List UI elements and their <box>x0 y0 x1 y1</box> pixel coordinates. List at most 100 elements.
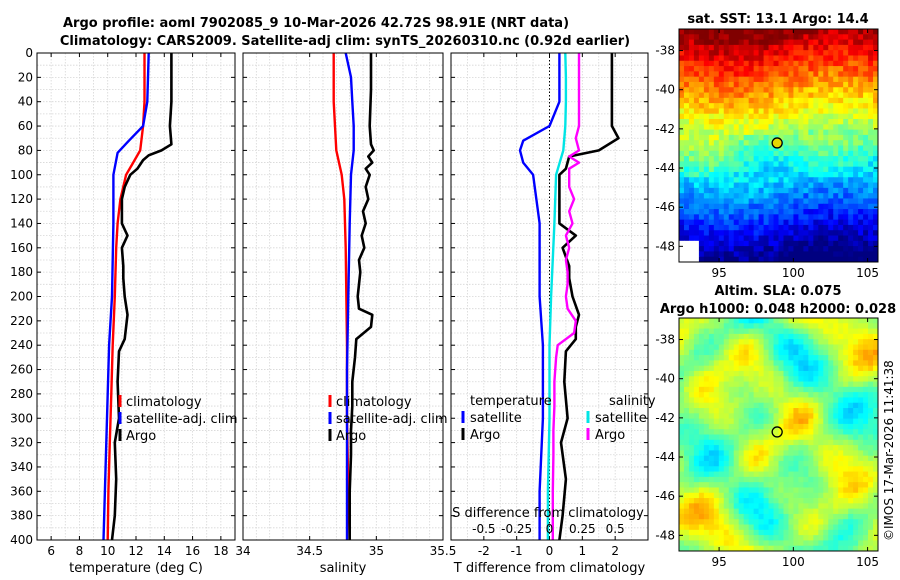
map-cell <box>723 540 730 547</box>
map-cell <box>768 119 774 125</box>
map-cell <box>813 246 819 252</box>
map-cell <box>803 429 809 435</box>
map-cell <box>868 87 874 93</box>
map-cell <box>768 429 774 435</box>
map-cell <box>853 508 859 515</box>
map-cell <box>688 177 695 183</box>
map-cell <box>743 108 750 115</box>
map-cell <box>803 344 809 351</box>
map-cell <box>713 92 720 99</box>
map-cell <box>818 471 824 478</box>
map-cell <box>698 187 705 194</box>
map-cell <box>838 166 844 173</box>
map-cell <box>758 246 764 252</box>
map-cell <box>833 129 839 136</box>
map-cell <box>743 34 750 40</box>
map-cell <box>828 323 834 329</box>
map-cell <box>823 124 829 131</box>
map-cell <box>788 492 794 499</box>
map-cell <box>708 29 715 35</box>
map-cell <box>778 524 784 531</box>
map-cell <box>703 166 710 173</box>
map-cell <box>783 50 789 56</box>
map-cell <box>768 156 774 162</box>
map-cell <box>868 323 874 329</box>
map-cell <box>828 87 834 93</box>
map-cell <box>793 235 799 242</box>
map-cell <box>693 450 700 457</box>
map-cell <box>758 193 764 199</box>
map-cell <box>838 177 844 183</box>
map-cell <box>843 439 849 446</box>
map-cell <box>733 349 740 356</box>
map-cell <box>843 445 849 451</box>
map-cell <box>679 524 685 531</box>
map-cell <box>798 108 804 115</box>
map-cell <box>863 397 869 404</box>
map-cell <box>858 81 864 88</box>
map-cell <box>758 156 764 162</box>
map-cell <box>768 492 774 499</box>
map-cell <box>733 214 740 221</box>
map-cell <box>693 134 700 141</box>
map-cell <box>763 355 769 361</box>
map-cell <box>853 355 859 361</box>
map-cell <box>688 145 695 152</box>
map-cell <box>688 256 695 263</box>
map-cell <box>713 466 720 472</box>
map-cell <box>863 119 869 125</box>
map-cell <box>868 76 874 83</box>
map-cell <box>708 397 715 404</box>
map-cell <box>793 55 799 62</box>
map-cell <box>823 450 829 457</box>
x-tick-label: 34.5 <box>296 544 323 558</box>
map-cell <box>679 413 685 420</box>
map-cell <box>803 355 809 361</box>
map-cell <box>778 471 784 478</box>
map-cell <box>778 182 784 189</box>
map-cell <box>833 224 839 231</box>
map-cell <box>698 171 705 178</box>
map-cell <box>738 60 745 67</box>
map-cell <box>773 235 779 242</box>
map-cell <box>713 344 720 351</box>
map-cell <box>679 445 685 451</box>
map-cell <box>853 103 859 109</box>
map-cell <box>748 466 755 472</box>
map-cell <box>813 161 819 168</box>
map-cell <box>793 39 799 46</box>
map-cell <box>853 150 859 157</box>
map-cell <box>798 328 804 335</box>
map-cell <box>688 246 695 252</box>
map-cell <box>843 113 849 120</box>
map-cell <box>828 81 834 88</box>
map-cell <box>723 492 730 499</box>
map-cell <box>843 177 849 183</box>
map-cell <box>718 370 725 377</box>
map-cell <box>873 81 879 88</box>
map-cell <box>758 513 764 520</box>
map-cell <box>788 476 794 483</box>
map-cell <box>868 193 874 199</box>
map-cell <box>768 150 774 157</box>
map-cell <box>838 386 844 393</box>
map-cell <box>853 408 859 414</box>
map-cell <box>808 134 814 141</box>
map-cell <box>703 376 710 382</box>
map-cell <box>828 540 834 547</box>
map-cell <box>823 498 829 504</box>
map-cell <box>688 81 695 88</box>
map-cell <box>778 198 784 205</box>
map-cell <box>768 471 774 478</box>
map-cell <box>793 124 799 131</box>
map-cell <box>708 103 715 109</box>
map-cell <box>733 535 740 541</box>
map-cell <box>813 355 819 361</box>
map-cell <box>773 240 779 247</box>
map-cell <box>773 81 779 88</box>
map-cell <box>868 392 874 398</box>
map-cell <box>808 209 814 215</box>
map-cell <box>743 344 750 351</box>
map-cell <box>848 66 854 72</box>
map-cell <box>723 71 730 78</box>
